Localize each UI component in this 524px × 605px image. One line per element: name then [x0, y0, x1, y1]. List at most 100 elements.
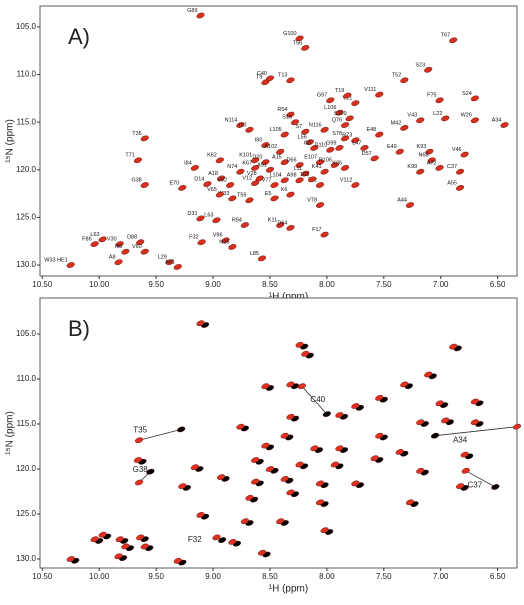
peak — [140, 543, 149, 550]
peak-label: K41 — [312, 164, 322, 170]
peak — [251, 457, 260, 463]
peak — [236, 122, 245, 128]
peak — [320, 527, 329, 534]
peak-label: S24 — [462, 91, 472, 97]
peak — [512, 423, 522, 430]
peak-label: R73 — [342, 133, 352, 139]
peak-label: R94 — [232, 218, 242, 224]
peak — [400, 381, 409, 388]
peak — [216, 474, 226, 480]
panel-label: A) — [68, 24, 90, 49]
peak — [216, 175, 226, 182]
peak — [115, 241, 124, 247]
peak — [136, 534, 145, 541]
peak — [375, 395, 384, 401]
peak — [310, 145, 319, 151]
peak-label: D88 — [127, 235, 137, 241]
peak — [133, 157, 142, 164]
peak — [335, 412, 344, 418]
annotation: F32 — [188, 535, 202, 544]
peak — [286, 77, 295, 84]
peak-label: A34 — [492, 118, 502, 124]
peak-label: G38 — [131, 178, 141, 184]
peak — [290, 119, 300, 126]
peak — [449, 343, 458, 350]
peak — [435, 165, 444, 171]
peak-label: S16 — [282, 115, 292, 121]
peak-label: K67 — [242, 160, 252, 166]
peak-label: N114 — [225, 118, 238, 124]
peak — [197, 239, 206, 246]
peak-label: T59 — [237, 193, 246, 199]
x-tick-label: 8.00 — [319, 280, 335, 289]
peak — [236, 423, 245, 430]
peak-label: D20 — [252, 155, 262, 161]
peak — [221, 237, 230, 244]
peak-label: V65 — [207, 187, 217, 193]
peak-label: G100 — [283, 31, 296, 37]
peak — [140, 135, 149, 142]
peak — [343, 92, 352, 99]
peak — [335, 145, 344, 151]
peak — [470, 419, 479, 426]
peak — [212, 534, 221, 541]
peak — [308, 176, 317, 183]
peak-label: L22 — [433, 111, 442, 117]
peak-label: G97 — [317, 93, 327, 99]
peak — [261, 383, 270, 390]
peak — [280, 177, 289, 184]
peak — [228, 195, 237, 202]
peak-label: K11 — [268, 218, 277, 224]
peak-label: N116 — [309, 122, 322, 128]
peak — [114, 259, 123, 266]
peak — [178, 483, 187, 489]
peak-label: L56 — [298, 135, 307, 141]
x-tick-label: 9.00 — [205, 280, 221, 289]
peak — [370, 155, 379, 162]
peak — [270, 182, 279, 188]
peak — [218, 537, 227, 543]
peak-label: I95 — [115, 244, 123, 250]
peak — [345, 115, 354, 122]
x-tick-label: 10.00 — [89, 280, 110, 289]
peak — [470, 95, 479, 102]
peak — [255, 175, 264, 182]
peak — [427, 157, 436, 164]
peak — [261, 442, 270, 449]
peak-label: D31 — [187, 211, 197, 217]
peak — [297, 383, 306, 390]
peak-label: T67 — [441, 33, 450, 39]
peak — [295, 162, 304, 168]
peak — [115, 536, 124, 543]
x-tick-label: 9.50 — [148, 572, 164, 581]
peak-label: K99 — [407, 164, 417, 170]
peak — [351, 480, 360, 487]
peak — [316, 499, 325, 506]
y-tick-label: 110.0 — [17, 70, 37, 79]
peak — [316, 480, 325, 487]
annotation: T35 — [133, 425, 147, 434]
peak — [441, 417, 450, 424]
peak-label: W26 — [461, 113, 472, 119]
peak-label: A72 — [427, 160, 437, 166]
peak — [416, 467, 425, 474]
peak-label: V112 — [340, 178, 352, 184]
peak-label: E70 — [170, 180, 180, 186]
peak-label: C40 — [257, 71, 267, 77]
peak-label: A8 — [109, 255, 116, 261]
peak-label: L11 — [293, 166, 302, 172]
peak-label: E5 — [265, 191, 272, 197]
peak-label: A18 — [208, 171, 218, 177]
peak — [405, 499, 415, 506]
peak — [146, 468, 155, 475]
peak — [460, 451, 469, 458]
peak — [265, 466, 275, 472]
peak — [286, 413, 295, 420]
x-tick-label: 7.00 — [433, 572, 449, 581]
peak-label: T19 — [335, 88, 344, 94]
peak — [326, 146, 335, 153]
annotation-connector — [465, 470, 496, 488]
peak — [470, 398, 479, 405]
x-tick-label: 8.50 — [262, 280, 278, 289]
